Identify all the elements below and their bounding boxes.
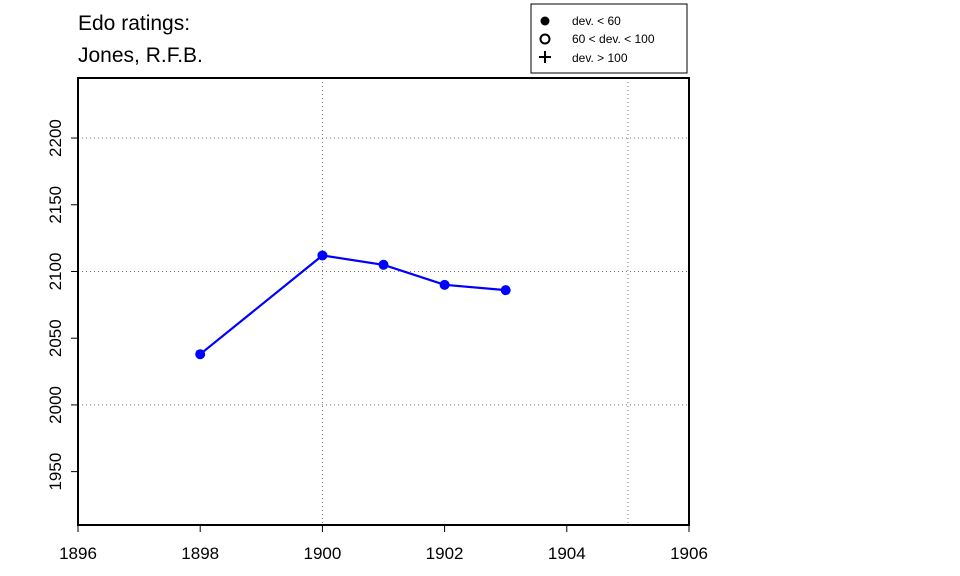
data-point (317, 250, 328, 261)
x-tick-label: 1900 (303, 544, 341, 563)
x-tick-label: 1904 (548, 544, 586, 563)
legend-box (530, 3, 688, 74)
grid-lines (78, 78, 689, 525)
series-layer (195, 250, 511, 360)
data-point (195, 349, 206, 360)
legend-label-mid-dev: 60 < dev. < 100 (572, 32, 655, 46)
legend-label-high-dev: dev. > 100 (572, 51, 628, 65)
axis-ticks: 1896 1898 1900 1902 1904 1906 1950 2000 2050 2100… (46, 119, 708, 563)
legend-filled-circle-icon (540, 16, 550, 26)
legend-open-circle-icon (539, 33, 551, 45)
x-tick-label: 1902 (426, 544, 464, 563)
y-tick-label: 1950 (46, 453, 65, 491)
y-tick-label: 2150 (46, 186, 65, 224)
series-line (199, 254, 506, 356)
data-point (439, 279, 450, 290)
legend-label-low-dev: dev. < 60 (572, 14, 621, 28)
y-tick-label: 2050 (46, 319, 65, 357)
chart-title-line-1: Edo ratings: (78, 12, 190, 35)
data-point (378, 259, 389, 270)
y-tick-label: 2200 (46, 119, 65, 157)
plot-frame (77, 77, 690, 526)
y-tick-label: 2000 (46, 386, 65, 424)
legend-plus-icon (539, 51, 551, 63)
y-tick-label: 2100 (46, 253, 65, 291)
x-tick-label: 1906 (670, 544, 708, 563)
legend: dev. < 60 60 < dev. < 100 dev. > 100 (530, 3, 688, 74)
chart-title-line-2: Jones, R.F.B. (78, 44, 203, 67)
data-point (500, 285, 511, 296)
x-tick-label: 1898 (181, 544, 219, 563)
x-tick-label: 1896 (59, 544, 97, 563)
